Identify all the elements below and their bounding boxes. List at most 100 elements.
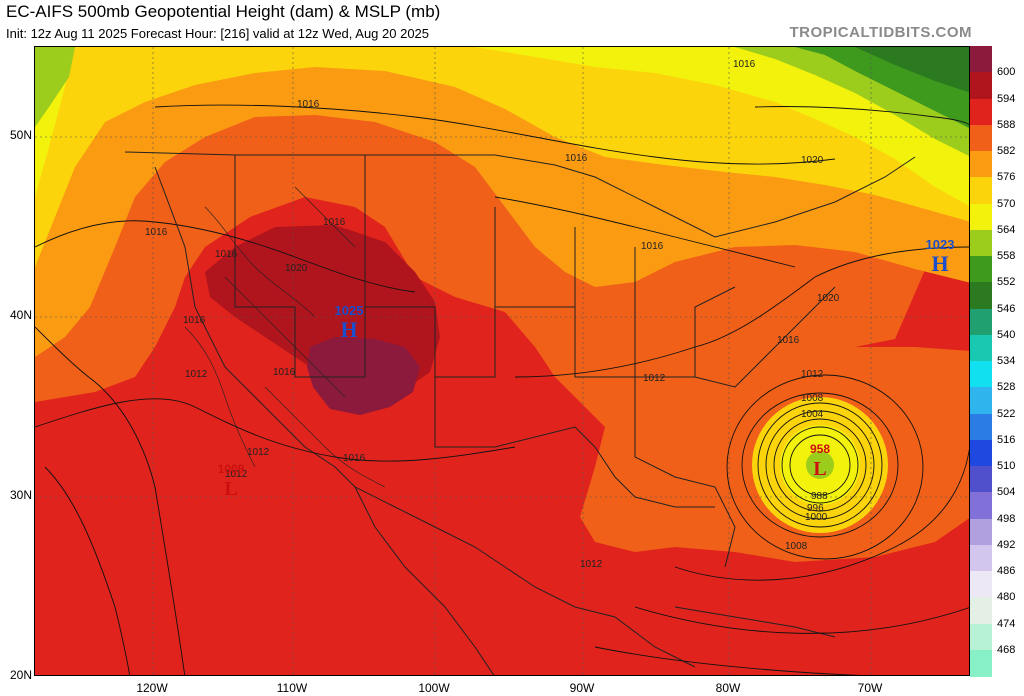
colorbar-swatch bbox=[970, 466, 992, 493]
colorbar-label: 600 bbox=[997, 66, 1016, 79]
height-564-fill bbox=[35, 47, 969, 206]
colorbar-label: 594 bbox=[997, 92, 1016, 105]
colorbar-swatch bbox=[970, 413, 992, 441]
colorbar-label: 582 bbox=[997, 145, 1016, 157]
boundaries bbox=[124, 151, 916, 675]
colorbar-swatch bbox=[970, 256, 992, 283]
colorbar-label: 528 bbox=[997, 381, 1016, 394]
lon-label: 80W bbox=[715, 681, 741, 695]
colorbar-label: 546 bbox=[997, 302, 1016, 315]
low-center-value: 1009 bbox=[218, 462, 245, 476]
colorbar-swatch bbox=[970, 46, 992, 73]
isobar-label: 1008 bbox=[785, 541, 808, 552]
colorbar bbox=[970, 46, 992, 677]
isobar-label: 1020 bbox=[285, 263, 308, 274]
isobar-label: 1016 bbox=[273, 367, 296, 378]
high-center-marker: H bbox=[340, 317, 357, 342]
isobar-label: 1016 bbox=[297, 99, 320, 110]
low-center-value: 958 bbox=[810, 442, 830, 456]
colorbar-swatch bbox=[970, 72, 992, 99]
map-subtitle: Init: 12z Aug 11 2025 Forecast Hour: [21… bbox=[6, 26, 430, 41]
colorbar-swatch bbox=[970, 597, 992, 624]
colorbar-swatch bbox=[970, 177, 992, 204]
site-watermark: TROPICALTIDBITS.COM bbox=[789, 24, 972, 41]
colorbar-label: 480 bbox=[997, 591, 1016, 604]
isobar-label: 1016 bbox=[777, 335, 800, 346]
isobar-label: 1016 bbox=[183, 315, 206, 326]
low-center-marker: L bbox=[224, 478, 237, 500]
height-570-fill bbox=[35, 47, 969, 267]
isobar-label: 1016 bbox=[323, 217, 346, 228]
isobar-label: 1012 bbox=[247, 447, 270, 458]
terrain-contours bbox=[184, 186, 386, 488]
isobar-label: 1004 bbox=[801, 409, 824, 420]
isobar-label: 996 bbox=[807, 503, 824, 514]
isobars bbox=[35, 104, 969, 675]
colorbar-label: 516 bbox=[997, 433, 1016, 446]
colorbar-label: 588 bbox=[997, 118, 1016, 131]
isobar-label: 1012 bbox=[185, 369, 208, 380]
isobar-label: 1012 bbox=[225, 469, 248, 480]
isobar-label: 1012 bbox=[580, 559, 603, 570]
colorbar-swatch bbox=[970, 544, 992, 572]
colorbar-swatch bbox=[970, 282, 992, 309]
isobar-label: 1020 bbox=[801, 155, 824, 166]
colorbar-swatch bbox=[970, 229, 992, 257]
isobar-label: 1016 bbox=[565, 153, 588, 164]
colorbar-swatch bbox=[970, 387, 992, 414]
map-title: EC-AIFS 500mb Geopotential Height (dam) … bbox=[6, 2, 441, 21]
isobar-label: 1016 bbox=[145, 227, 168, 238]
high-center-value: 1025 bbox=[335, 303, 364, 318]
colorbar-label: 534 bbox=[997, 355, 1016, 367]
isobar-label: 988 bbox=[811, 491, 828, 502]
colorbar-label: 504 bbox=[997, 486, 1016, 499]
lon-label: 110W bbox=[276, 681, 308, 695]
colorbar-label: 468 bbox=[997, 643, 1016, 656]
low-center-marker: L bbox=[813, 458, 826, 480]
colorbar-label: 486 bbox=[997, 565, 1016, 577]
lat-label: 40N bbox=[9, 308, 32, 322]
colorbar-swatch bbox=[970, 334, 992, 362]
height-600-fill bbox=[307, 337, 420, 415]
colorbar-label: 576 bbox=[997, 171, 1016, 184]
lon-label: 90W bbox=[569, 681, 595, 695]
colorbar-label: 564 bbox=[997, 223, 1016, 236]
colorbar-swatch bbox=[970, 124, 992, 152]
isobar-label: 1016 bbox=[733, 59, 756, 70]
colorbar-label: 540 bbox=[997, 328, 1016, 341]
colorbar-swatch bbox=[970, 649, 992, 677]
colorbar-label: 570 bbox=[997, 197, 1016, 210]
isobar-label: 1008 bbox=[801, 393, 824, 404]
colorbar-swatch bbox=[970, 361, 992, 388]
isobar-label: 1020 bbox=[817, 293, 840, 304]
lon-label: 120W bbox=[136, 681, 168, 695]
isobar-label: 1012 bbox=[801, 369, 824, 380]
colorbar-swatch bbox=[970, 518, 992, 546]
lat-label: 50N bbox=[9, 128, 32, 142]
isobar-label: 1012 bbox=[643, 373, 666, 384]
pressure-centers: 1025 H 1023 H 958 L 1009 L bbox=[218, 237, 955, 500]
colorbar-label: 558 bbox=[997, 250, 1016, 262]
colorbar-swatch bbox=[970, 439, 992, 467]
high-center-marker: H bbox=[931, 251, 948, 276]
lon-label: 70W bbox=[857, 681, 883, 695]
lon-label: 100W bbox=[418, 681, 450, 695]
isobar-label: 1016 bbox=[641, 241, 664, 252]
colorbar-label: 510 bbox=[997, 460, 1016, 472]
colorbar-swatch bbox=[970, 98, 992, 126]
colorbar-swatch bbox=[970, 203, 992, 231]
isobar-label: 1016 bbox=[343, 453, 366, 464]
colorbar-swatch bbox=[970, 308, 992, 336]
colorbar-label: 474 bbox=[997, 617, 1016, 630]
colorbar-label: 522 bbox=[997, 407, 1016, 420]
colorbar-swatch bbox=[970, 571, 992, 598]
colorbar-swatch bbox=[970, 492, 992, 519]
isobar-label: 1016 bbox=[215, 249, 238, 260]
height-546-fill bbox=[855, 47, 969, 93]
colorbar-label: 552 bbox=[997, 276, 1016, 289]
lat-label: 30N bbox=[9, 488, 32, 502]
colorbar-label: 498 bbox=[997, 512, 1016, 525]
isobar-label: 1000 bbox=[805, 512, 828, 523]
weather-map: 1016 1016 1016 1016 1016 1016 1016 1016 … bbox=[34, 46, 970, 676]
high-center-value: 1023 bbox=[926, 237, 955, 252]
